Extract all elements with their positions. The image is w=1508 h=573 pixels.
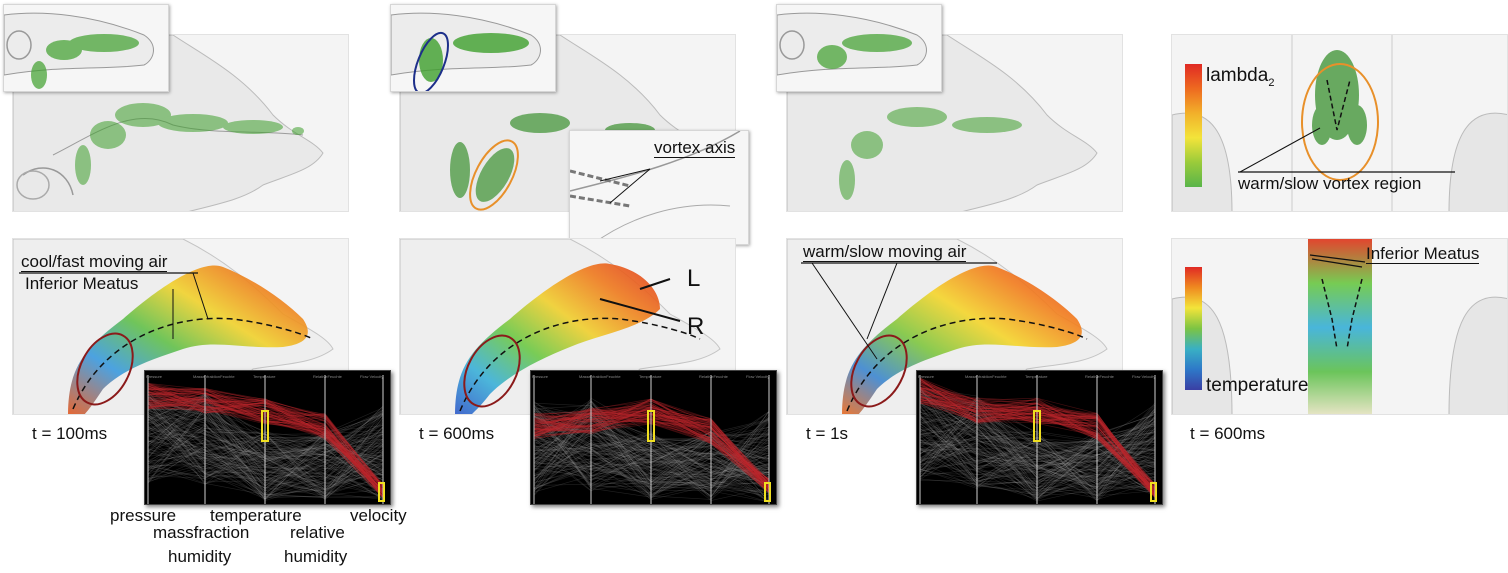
axis-label-humidity-1: humidity <box>168 547 232 566</box>
panel-bottom-4 <box>1171 238 1508 415</box>
axis-label-humidity-2: humidity <box>284 547 348 566</box>
timestamp-3: t = 1s <box>806 424 849 443</box>
inferior-meatus-label-1: Inferior Meatus <box>25 274 139 293</box>
temperature-colorbar <box>1185 267 1202 390</box>
pc-axis-header: RelativeFeuchte <box>699 374 729 379</box>
lambda-base: lambda <box>1206 65 1269 86</box>
label-L: L <box>687 265 701 292</box>
inset-top-1 <box>3 4 169 92</box>
pc-axis-header: Temperature <box>1025 374 1048 379</box>
pc-brush-velocity[interactable] <box>1150 482 1157 502</box>
panel-top-1 <box>12 34 349 212</box>
warm-slow-moving-label: warm/slow moving air <box>803 242 967 262</box>
temperature-colorbar-label: temperature <box>1206 375 1309 396</box>
pc-axis-header: RelativeFeuchte <box>313 374 343 379</box>
pc-axis-header: Temperature <box>253 374 276 379</box>
parallel-coords-2[interactable]: Pressure MassenfraktionFeuchte Temperature… <box>530 370 777 505</box>
axis-label-massfraction: massfraction <box>153 523 250 542</box>
cool-fast-label: cool/fast moving air <box>21 252 168 272</box>
parallel-coords-1[interactable]: Pressure MassenfraktionFeuchte Temperature… <box>144 370 391 505</box>
axis-label-temperature: temperature <box>210 506 302 525</box>
lambda2-label: lambda2 <box>1206 66 1274 89</box>
axis-label-relative: relative <box>290 523 345 542</box>
vortex-zoom-inset: vortex axis <box>569 130 749 245</box>
pc-brush-velocity[interactable] <box>764 482 771 502</box>
pc-axis-header: Pressure <box>146 374 163 379</box>
inset-top-3 <box>776 4 942 92</box>
pc-axis-header: Pressure <box>532 374 549 379</box>
lambda-sub: 2 <box>1268 76 1275 89</box>
pc-axis-header: Flow Velocity <box>360 374 383 379</box>
pc-axis-header: Temperature <box>639 374 662 379</box>
pc-axis-header: MassenfraktionFeuchte <box>965 374 1007 379</box>
pc-axis-header: Flow Velocity <box>746 374 769 379</box>
inferior-meatus-label-2: Inferior Meatus <box>1366 244 1480 264</box>
inset-top-2 <box>390 4 556 92</box>
pc-axis-header: RelativeFeuchte <box>1085 374 1115 379</box>
pc-brush-temperature[interactable] <box>1033 410 1041 442</box>
timestamp-2: t = 600ms <box>419 424 495 443</box>
timestamp-1: t = 100ms <box>32 424 108 443</box>
pc-axis-header: Flow Velocity <box>1132 374 1155 379</box>
pc-axis-header: MassenfraktionFeuchte <box>579 374 621 379</box>
vortex-axis-label: vortex axis <box>654 138 736 158</box>
pc-axis-header: MassenfraktionFeuchte <box>193 374 235 379</box>
pc-brush-temperature[interactable] <box>647 410 655 442</box>
pc-brush-velocity[interactable] <box>378 482 385 502</box>
timestamp-4: t = 600ms <box>1190 424 1266 443</box>
label-R: R <box>687 313 705 340</box>
pc-brush-temperature[interactable] <box>261 410 269 442</box>
pc-axis-header: Pressure <box>918 374 935 379</box>
parallel-coords-canvas[interactable]: Pressure MassenfraktionFeuchte Temperature… <box>531 371 776 504</box>
parallel-coords-canvas[interactable]: Pressure MassenfraktionFeuchte Temperature… <box>917 371 1162 504</box>
axis-label-pressure: pressure <box>110 506 177 525</box>
warm-slow-vortex-label: warm/slow vortex region <box>1238 174 1422 193</box>
lambda2-colorbar <box>1185 64 1202 187</box>
parallel-coords-canvas[interactable]: Pressure MassenfraktionFeuchte Temperature… <box>145 371 390 504</box>
parallel-coords-3[interactable]: Pressure MassenfraktionFeuchte Temperature… <box>916 370 1163 505</box>
axis-label-velocity: velocity <box>350 506 407 525</box>
